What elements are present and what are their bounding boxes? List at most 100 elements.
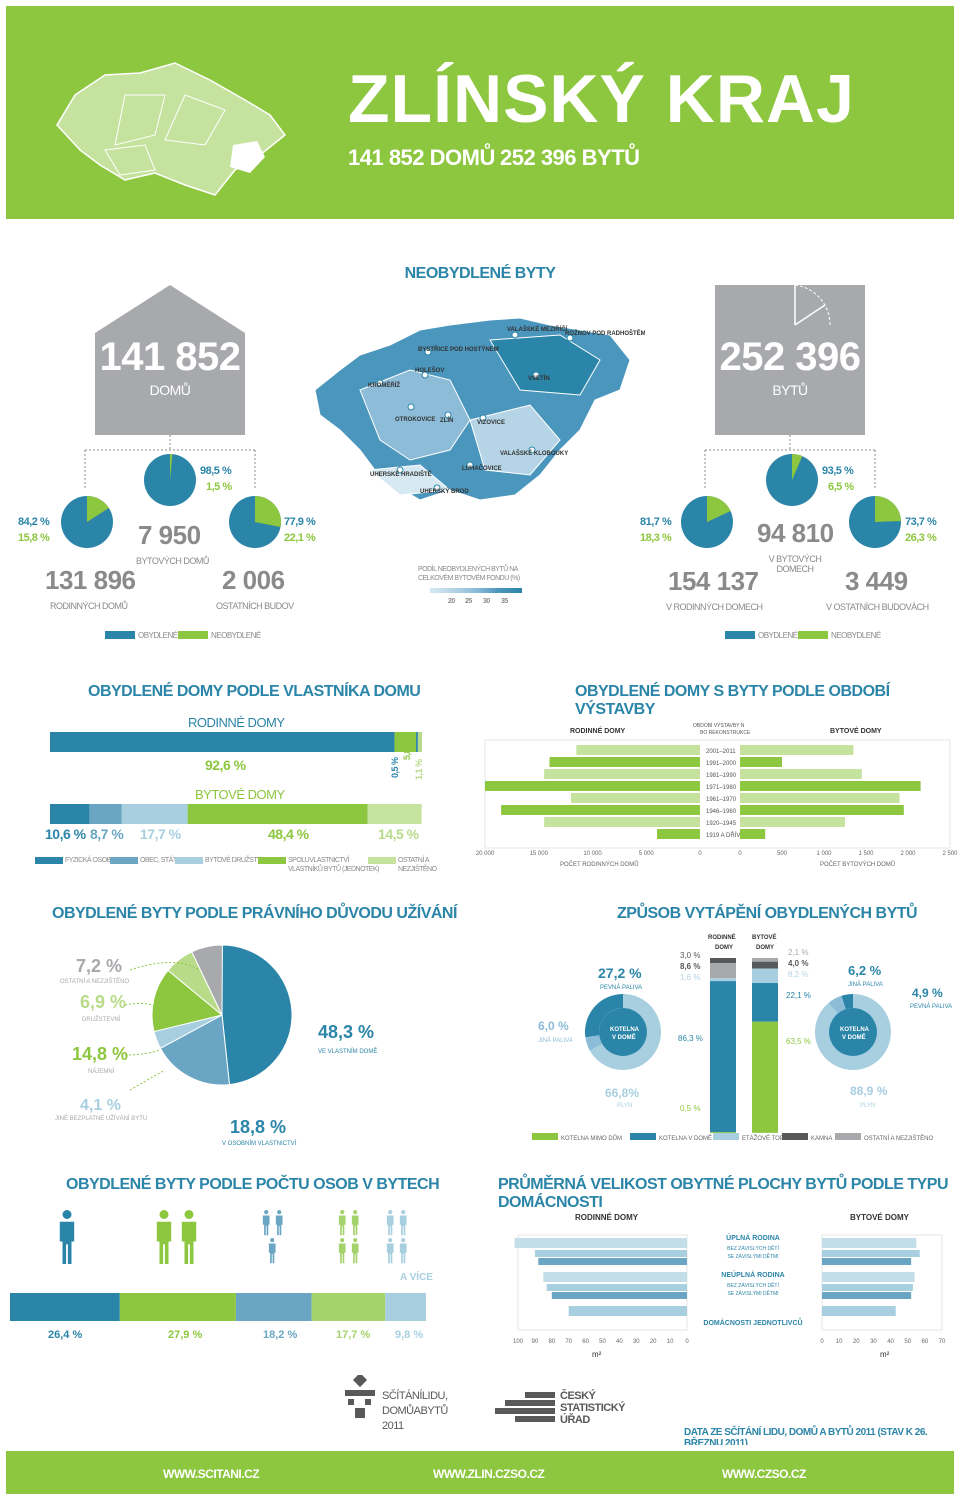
area-unit-right: m²	[880, 1350, 890, 1359]
heating-family-title: DOMY	[715, 945, 733, 951]
area-apartment-bar	[822, 1258, 912, 1265]
footer-link[interactable]: WWW.SCITANI.CZ	[163, 1467, 260, 1481]
heating-label: 6,2 %	[848, 963, 882, 978]
construction-category-label: 1920–1945	[706, 821, 737, 827]
construction-apartment-bar	[740, 829, 766, 839]
legal-pct-label: 6,9 %	[80, 992, 126, 1012]
construction-category-label: 1919 A DŘÍVE	[706, 831, 744, 839]
area-left-tick: 50	[599, 1339, 606, 1345]
construction-category-label: 2001–2011	[706, 749, 736, 755]
person-icon	[156, 1210, 172, 1264]
legend-unoccupied-label: NEOBYDLENÉ	[211, 631, 261, 640]
czso-logo-text: STATISTICKÝ	[560, 1402, 625, 1414]
page-title: ZLÍNSKÝ KRAJ	[348, 61, 855, 137]
person-icon	[351, 1238, 359, 1264]
ownership-apartment-bar	[367, 804, 422, 824]
legend-occupied-swatch	[105, 631, 135, 639]
pie-family-houses	[61, 496, 113, 548]
heating-apartment-segment	[752, 968, 778, 984]
legend-label: OBEC, STÁT	[140, 857, 177, 864]
ownership-label: 92,6 %	[205, 757, 246, 773]
construction-apartment-bar	[740, 793, 900, 803]
heating-label: PLYN	[860, 1103, 875, 1109]
heating-legend-label: OSTATNÍ A NEZJIŠTĚNO	[864, 1134, 933, 1142]
construction-category-label: 1971–1980	[706, 785, 737, 791]
construction-apartment-bar	[740, 769, 862, 779]
area-right-tick: 20	[853, 1339, 860, 1345]
heating-apt-pct: 22,1 %	[786, 991, 811, 1000]
area-apartment-bar	[822, 1306, 896, 1316]
area-left-title: RODINNÉ DOMY	[575, 1213, 639, 1222]
legal-name-label: DRUŽSTEVNÍ	[82, 1015, 121, 1023]
pie-other-houses-pct: 77,9 %	[284, 516, 316, 528]
family-houses-label: RODINNÝCH DOMŮ	[50, 601, 128, 611]
area-category-label: NEÚPLNÁ RODINA	[721, 1270, 784, 1279]
legal-pct-label: 14,8 %	[72, 1044, 128, 1064]
heating-legend-label: KOTELNA MIMO DŮM	[561, 1135, 622, 1142]
construction-left-tick: 15 000	[530, 851, 549, 857]
area-left-frame	[517, 1234, 688, 1331]
section-title-unoccupied: NEOBYDLENÉ BYTY	[404, 265, 556, 282]
area-right-tick: 0	[820, 1339, 824, 1345]
construction-center-title-2: BO REKONSTRUKCE	[700, 730, 751, 736]
persons-pct-label: 18,2 %	[263, 1329, 297, 1341]
heating-label: V DOMĚ	[842, 1033, 866, 1041]
section-title-ownership: OBYDLENÉ DOMY PODLE VLASTNÍKA DOMU	[88, 683, 421, 700]
town-label: VALAŠSKÉ KLOBOUKY	[500, 449, 568, 457]
area-category-label: BEZ ZÁVISLÝCH DĚTÍ	[727, 1244, 779, 1252]
person-icon	[338, 1210, 346, 1236]
czech-map-icon	[56, 62, 287, 196]
heating-label: 6,0 %	[538, 1019, 569, 1033]
area-right-title: BYTOVÉ DOMY	[850, 1213, 910, 1222]
area-left-tick: 40	[616, 1339, 623, 1345]
construction-family-bar	[544, 817, 700, 827]
connector-lines	[84, 435, 876, 490]
heating-apt-title: DOMY	[756, 945, 774, 951]
heating-family-segment	[710, 1132, 736, 1133]
heating-legend-swatch	[782, 1133, 808, 1140]
family-flats-val: 154 137	[668, 566, 759, 596]
heating-label: PEVNÁ PALIVA	[600, 984, 642, 991]
construction-right-title: BYTOVÉ DOMY	[830, 726, 882, 735]
pie-other-houses	[229, 496, 281, 548]
house-shape	[95, 285, 245, 435]
legal-pct-label: 18,8 %	[230, 1117, 286, 1137]
ownership-apartment-bar	[89, 804, 122, 824]
pie-apartment-houses-pct2: 1,5 %	[206, 481, 232, 493]
footer-link[interactable]: WWW.ZLIN.CZSO.CZ	[433, 1467, 545, 1481]
area-family-bar	[543, 1272, 687, 1282]
family-houses-val: 131 896	[45, 565, 136, 595]
construction-left-tick: 20 000	[476, 851, 495, 857]
area-family-bar	[538, 1258, 687, 1265]
heating-legend-label: KOTELNA V DOMĚ	[659, 1134, 712, 1142]
area-right-tick: 60	[922, 1339, 929, 1345]
heating-apartment-segment	[752, 1021, 778, 1133]
ownership-label: 8,7 %	[90, 826, 124, 842]
town-label: VIZOVICE	[477, 420, 505, 426]
persons-bar	[10, 1293, 120, 1321]
construction-apartment-bar	[740, 745, 854, 755]
ownership-label: 5,8 %	[402, 739, 412, 760]
heating-label: KOTELNA	[840, 1027, 870, 1033]
heating-apt-pct: 2,1 %	[788, 948, 808, 957]
ownership-apartment-bar	[187, 804, 368, 824]
scitani-logo-text: 2011	[382, 1420, 404, 1432]
heating-donut-slice	[585, 1035, 603, 1051]
heating-legend-swatch	[713, 1133, 739, 1140]
legend-label: OSTATNÍ A NEZJIŠTĚNO	[398, 857, 437, 873]
section-title-legal: OBYDLENÉ BYTY PODLE PRÁVNÍHO DŮVODU UŽÍV…	[52, 905, 457, 922]
section-title-construction: OBYDLENÉ DOMY S BYTY PODLE OBDOBÍ VÝSTAV…	[575, 683, 890, 718]
czso-logo-text: ÚŘAD	[560, 1414, 590, 1426]
pie-family-houses-pct2: 15,8 %	[18, 532, 50, 544]
area-left-tick: 30	[633, 1339, 640, 1345]
construction-right-tick: 500	[777, 851, 788, 857]
area-right-tick: 50	[904, 1339, 911, 1345]
area-apartment-bar	[822, 1272, 915, 1282]
legend-swatch	[368, 857, 396, 864]
construction-right-tick: 1 500	[858, 851, 874, 857]
construction-apartment-bar	[740, 781, 921, 791]
footer-link[interactable]: WWW.CZSO.CZ	[722, 1467, 806, 1481]
ownership-apartment-bar	[50, 804, 90, 824]
town-label: BYSTŘICE POD HOSTÝNEM	[418, 345, 499, 353]
legend-occupied-label: OBYDLENÉ	[138, 631, 178, 640]
